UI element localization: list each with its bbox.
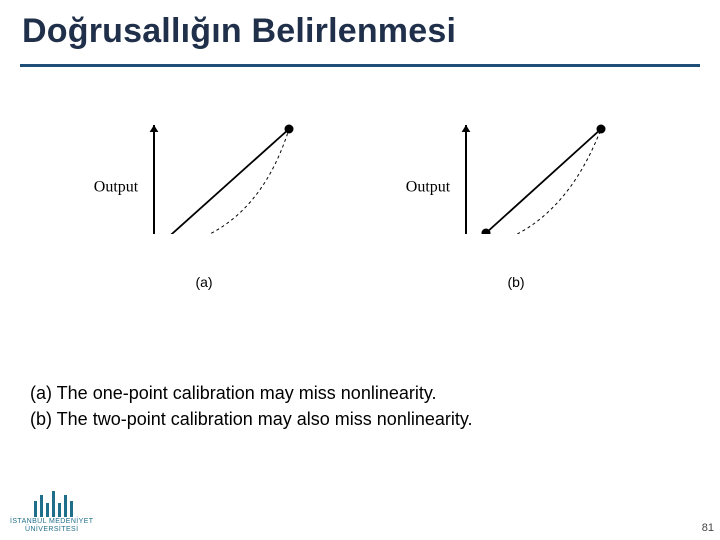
page-title: Doğrusallığın Belirlenmesi bbox=[22, 12, 456, 51]
svg-text:Output: Output bbox=[406, 179, 451, 196]
logo-text-1: İSTANBUL MEDENİYET bbox=[10, 518, 93, 526]
description-block: (a) The one-point calibration may miss n… bbox=[30, 380, 473, 432]
slide: Doğrusallığın Belirlenmesi InputOutput (… bbox=[0, 0, 720, 540]
logo-icon bbox=[30, 491, 74, 517]
plot-b: InputOutput bbox=[396, 115, 636, 234]
svg-text:Output: Output bbox=[94, 179, 139, 196]
plot-a: InputOutput bbox=[84, 115, 324, 234]
plot-a-wrap: InputOutput (a) bbox=[84, 115, 324, 290]
description-line-b: (b) The two-point calibration may also m… bbox=[30, 406, 473, 432]
logo-text-2: ÜNİVERSİTESİ bbox=[25, 526, 78, 534]
page-number: 81 bbox=[702, 522, 714, 534]
plot-b-sublabel: (b) bbox=[507, 274, 524, 290]
plot-b-wrap: InputOutput (b) bbox=[396, 115, 636, 290]
plots-row: InputOutput (a) InputOutput (b) bbox=[0, 115, 720, 290]
description-line-a: (a) The one-point calibration may miss n… bbox=[30, 380, 473, 406]
title-underline bbox=[20, 64, 700, 67]
plot-a-sublabel: (a) bbox=[195, 274, 212, 290]
university-logo: İSTANBUL MEDENİYET ÜNİVERSİTESİ bbox=[10, 491, 93, 534]
